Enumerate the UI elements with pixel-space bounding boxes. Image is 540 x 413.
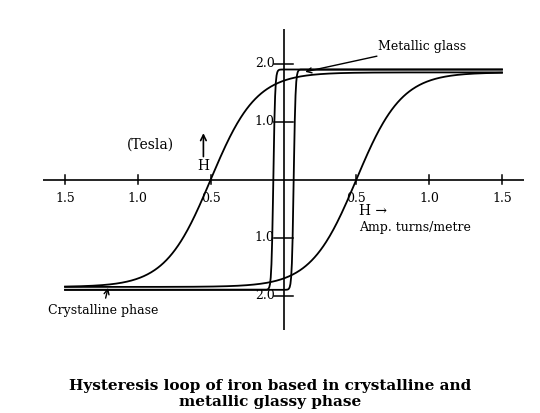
Text: 0.5: 0.5	[201, 192, 220, 205]
Text: H: H	[198, 159, 210, 173]
Text: 1.0: 1.0	[419, 192, 439, 205]
Text: H →: H →	[359, 204, 387, 218]
Text: Hysteresis loop of iron based in crystalline and
metallic glassy phase: Hysteresis loop of iron based in crystal…	[69, 379, 471, 409]
Text: 1.0: 1.0	[255, 231, 275, 244]
Text: 1.0: 1.0	[255, 115, 275, 128]
Text: Amp. turns/metre: Amp. turns/metre	[359, 221, 471, 235]
Text: 0.5: 0.5	[347, 192, 366, 205]
Text: 2.0: 2.0	[255, 289, 275, 302]
Text: 1.0: 1.0	[128, 192, 148, 205]
Text: 1.5: 1.5	[492, 192, 512, 205]
Text: (Tesla): (Tesla)	[127, 138, 174, 152]
Text: 1.5: 1.5	[55, 192, 75, 205]
Text: 2.0: 2.0	[255, 57, 275, 70]
Text: Metallic glass: Metallic glass	[307, 40, 466, 73]
Text: Crystalline phase: Crystalline phase	[48, 290, 158, 317]
